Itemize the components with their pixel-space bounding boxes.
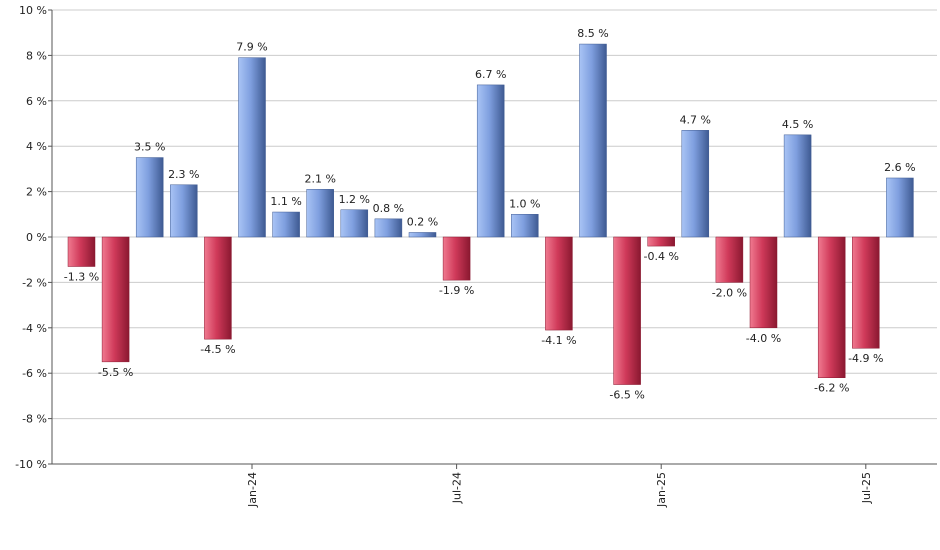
y-tick-label: -10 % <box>15 458 47 471</box>
bar-value-label: -1.9 % <box>439 284 474 297</box>
bar <box>852 236 880 349</box>
bar <box>408 232 437 238</box>
bar-value-label: 4.7 % <box>680 113 711 126</box>
bar <box>613 236 641 385</box>
bars <box>67 43 914 385</box>
bar-value-label: -6.2 % <box>814 382 849 395</box>
bar <box>476 84 505 238</box>
bar <box>545 236 573 331</box>
bar <box>170 184 198 238</box>
bar <box>374 218 403 238</box>
bar <box>783 134 812 238</box>
bar-value-label: -4.9 % <box>848 352 883 365</box>
bar <box>272 211 300 238</box>
y-tick-label: -6 % <box>22 367 47 380</box>
bar-value-label: 1.0 % <box>509 197 540 210</box>
bar-value-label: -4.1 % <box>541 334 576 347</box>
x-tick-label: Jan-24 <box>246 472 259 508</box>
bar <box>511 214 539 238</box>
x-tick-label: Jul-25 <box>860 472 873 504</box>
y-tick-label: -2 % <box>22 276 47 289</box>
bar-value-label: -5.5 % <box>98 366 133 379</box>
bar-value-label: 0.8 % <box>373 202 404 215</box>
data-labels: -1.3 %-5.5 %3.5 %2.3 %-4.5 %7.9 %1.1 %2.… <box>64 27 916 402</box>
bar <box>340 209 369 238</box>
bar <box>749 236 778 329</box>
bar-value-label: 1.2 % <box>339 193 370 206</box>
bar <box>306 189 334 238</box>
bar-value-label: -6.5 % <box>609 389 644 402</box>
y-tick-label: 8 % <box>26 49 47 62</box>
bar-value-label: 1.1 % <box>270 195 301 208</box>
y-tick-label: 0 % <box>26 231 47 244</box>
bar-value-label: 2.1 % <box>304 172 335 185</box>
bar <box>817 236 846 378</box>
y-axis-ticks: 10 % 8 % 6 % 4 % 2 % 0 % -2 % -4 % -6 % -8 % -10 % <box>15 4 52 471</box>
bar <box>647 236 675 247</box>
bar-value-label: -0.4 % <box>643 250 678 263</box>
bar <box>715 236 744 283</box>
bar <box>238 57 266 238</box>
bar-value-label: 7.9 % <box>236 41 267 54</box>
x-tick-label: Jul-24 <box>451 472 464 504</box>
y-tick-label: 10 % <box>19 4 47 17</box>
bar <box>101 236 130 363</box>
y-tick-label: 6 % <box>26 95 47 108</box>
bar <box>442 236 471 281</box>
x-axis-ticks: Jan-24 Jul-24 Jan-25 Jul-25 <box>246 464 873 508</box>
y-tick-label: -4 % <box>22 322 47 335</box>
axes <box>51 10 937 465</box>
bar-value-label: 6.7 % <box>475 68 506 81</box>
bar-value-label: -2.0 % <box>712 286 747 299</box>
bar <box>886 177 914 238</box>
bar <box>681 130 710 238</box>
bar-value-label: 2.3 % <box>168 168 199 181</box>
bar-value-label: 2.6 % <box>884 161 915 174</box>
bar-value-label: 3.5 % <box>134 141 165 154</box>
y-tick-label: 4 % <box>26 140 47 153</box>
bar <box>67 236 96 267</box>
bar-value-label: -4.0 % <box>746 332 781 345</box>
bar-value-label: -4.5 % <box>200 343 235 356</box>
bar <box>135 157 164 238</box>
bar <box>204 236 232 340</box>
bar-value-label: 0.2 % <box>407 215 438 228</box>
bar <box>579 43 607 238</box>
bar-value-label: 8.5 % <box>577 27 608 40</box>
bar-value-label: 4.5 % <box>782 118 813 131</box>
bar-value-label: -1.3 % <box>64 271 99 284</box>
x-tick-label: Jan-25 <box>655 472 668 508</box>
y-tick-label: -8 % <box>22 413 47 426</box>
y-tick-label: 2 % <box>26 186 47 199</box>
